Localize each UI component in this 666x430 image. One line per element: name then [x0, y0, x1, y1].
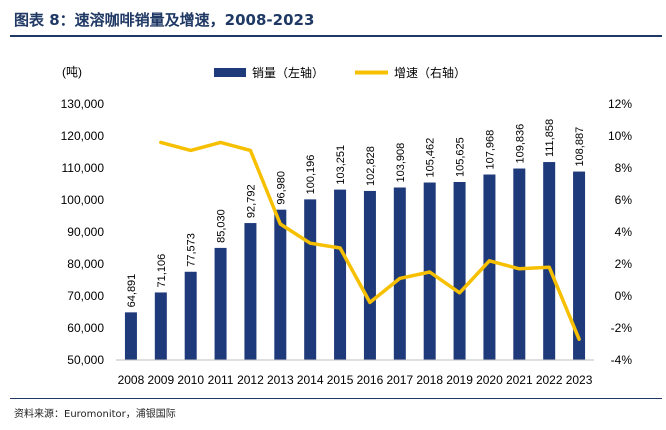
x-tick-label: 2008 — [118, 373, 145, 387]
legend-label-bar: 销量（左轴） — [252, 65, 324, 80]
bar — [214, 247, 227, 360]
x-tick-label: 2015 — [327, 373, 354, 387]
bar — [513, 168, 526, 360]
bar — [393, 187, 406, 360]
bar — [573, 171, 586, 360]
footer-divider — [10, 398, 662, 399]
x-tick-label: 2023 — [566, 373, 593, 387]
y-left-axis: 50,000 60,000 70,000 80,000 90,000 100,000 110… — [61, 97, 105, 367]
bar-data-label: 92,792 — [245, 184, 257, 218]
y-left-tick-label: 60,000 — [67, 321, 104, 335]
bar-data-label: 105,462 — [425, 138, 437, 178]
x-tick-label: 2017 — [386, 373, 413, 387]
bar-data-label: 107,968 — [484, 130, 496, 170]
x-tick-label: 2021 — [506, 373, 533, 387]
y-right-tick-label: 8% — [615, 161, 633, 175]
source-note: 资料来源：Euromonitor，浦银国际 — [14, 409, 176, 420]
bar — [124, 312, 137, 360]
x-tick-label: 2012 — [237, 373, 264, 387]
x-tick-label: 2010 — [177, 373, 204, 387]
x-tick-label: 2018 — [416, 373, 443, 387]
bar-data-label: 108,887 — [574, 127, 586, 167]
x-tick-label: 2020 — [476, 373, 503, 387]
bar-data-label: 77,573 — [186, 233, 198, 267]
y-left-tick-label: 100,000 — [61, 193, 105, 207]
bar — [363, 190, 376, 360]
bar-data-label: 102,828 — [365, 146, 377, 186]
bar-data-label: 96,980 — [275, 171, 287, 205]
bar — [184, 271, 197, 360]
y-left-tick-label: 80,000 — [67, 257, 104, 271]
bar — [304, 199, 317, 360]
legend-label-line: 增速（右轴） — [394, 65, 466, 80]
x-tick-label: 2016 — [357, 373, 384, 387]
x-tick-label: 2022 — [536, 373, 563, 387]
y-right-tick-label: 0% — [615, 289, 633, 303]
y-right-tick-label: 10% — [608, 129, 632, 143]
y-right-axis: -4% -2% 0% 2% 4% 6% 8% 10% 12% — [608, 97, 632, 367]
y-right-tick-label: -2% — [611, 321, 633, 335]
bar — [334, 189, 347, 360]
bar — [453, 182, 466, 360]
bar — [274, 209, 287, 360]
y-left-tick-label: 110,000 — [62, 161, 105, 175]
legend-swatch-bar — [214, 68, 246, 77]
bar — [244, 223, 257, 360]
line-series — [159, 140, 581, 341]
bar-data-label: 100,196 — [305, 155, 317, 195]
x-tick-label: 2019 — [446, 373, 473, 387]
figure-title: 图表 8：速溶咖啡销量及增速，2008-2023 — [14, 11, 315, 29]
bar — [483, 174, 496, 360]
title-divider — [10, 35, 662, 37]
growth-line — [159, 140, 581, 341]
bar-data-label: 109,836 — [514, 124, 526, 164]
y-left-tick-label: 130,000 — [61, 97, 105, 111]
bar-data-label: 103,908 — [395, 143, 407, 183]
y-left-tick-label: 120,000 — [61, 129, 105, 143]
bar — [543, 162, 556, 360]
legend: 销量（左轴） 增速（右轴） — [214, 65, 466, 80]
bar-data-label: 71,106 — [156, 254, 168, 288]
bar-data-label: 64,891 — [126, 274, 138, 308]
bar-data-label: 105,625 — [455, 137, 467, 177]
y-left-unit-label: (吨) — [62, 65, 82, 79]
x-tick-label: 2011 — [208, 373, 234, 387]
x-tick-label: 2013 — [267, 373, 294, 387]
y-right-tick-label: 4% — [615, 225, 633, 239]
chart: (吨) 销量（左轴） 增速（右轴） 50,000 60,000 70,000 80,00… — [61, 65, 633, 387]
bar-data-label: 111,858 — [544, 119, 556, 157]
bar-data-label: 85,030 — [216, 209, 228, 243]
bar-data-labels: 64,891 71,106 77,573 85,030 92,792 96,980 100,… — [126, 119, 586, 307]
x-tick-label: 2009 — [147, 373, 174, 387]
bar — [154, 292, 167, 360]
x-tick-label: 2014 — [297, 373, 324, 387]
y-left-tick-label: 90,000 — [67, 225, 104, 239]
y-right-tick-label: 12% — [608, 97, 632, 111]
y-left-tick-label: 50,000 — [67, 353, 104, 367]
y-right-tick-label: 2% — [615, 257, 633, 271]
y-left-tick-label: 70,000 — [67, 289, 104, 303]
y-right-tick-label: -4% — [611, 353, 633, 367]
x-axis: 2008 2009 2010 2011 2012 2013 2014 2015 2016 2017… — [118, 373, 593, 387]
bar-data-label: 103,251 — [335, 145, 347, 185]
y-right-tick-label: 6% — [615, 193, 633, 207]
